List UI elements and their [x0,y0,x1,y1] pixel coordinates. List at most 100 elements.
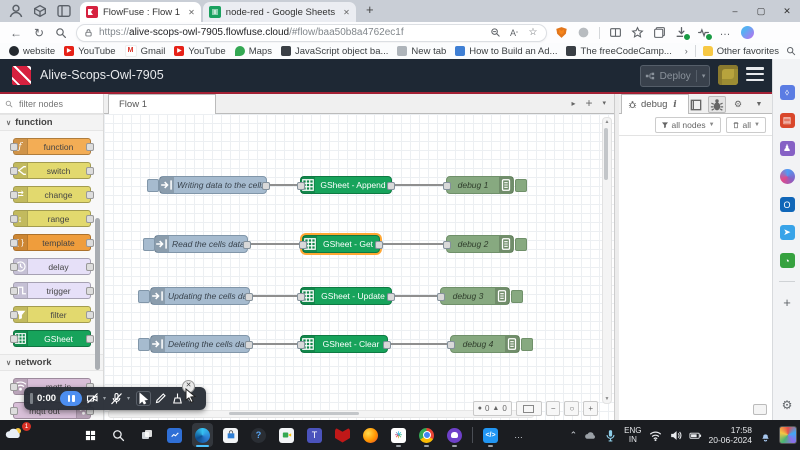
inject-node[interactable]: Deleting the cells data [150,335,253,353]
favorite-star-icon[interactable]: ☆ [528,26,538,38]
bookmark-4[interactable]: ▶ YouTube [174,46,226,57]
status-counts[interactable]: ● 0 ▲ 0 [472,401,512,416]
back-icon[interactable]: ← [10,25,22,40]
tab-close-icon[interactable]: ✕ [188,7,195,17]
toolbox-icon[interactable]: ▤ [779,113,795,128]
recorder-drag-handle[interactable] [30,393,33,404]
palette-scrollbar[interactable] [95,218,100,370]
deploy-menu-icon[interactable]: ▾ [695,70,705,82]
camera-menu-icon[interactable]: ▾ [103,396,107,402]
gsheet-node[interactable]: GSheet - Append [297,176,395,194]
tab-actions-icon[interactable] [56,3,72,19]
designer-icon[interactable]: ◔ [779,253,795,268]
gsheet-node[interactable]: GSheet - Update [297,287,395,305]
tab-flow-1[interactable]: Flow 1 [108,94,216,114]
notifications-bell-icon[interactable] [759,429,772,442]
debug-icon[interactable] [708,96,726,113]
debug-node[interactable]: debug 2 [443,235,514,253]
canvas-vertical-scrollbar[interactable]: ▲ ▼ [602,117,612,404]
refresh-icon[interactable]: ↻ [33,25,45,40]
recorder-app-icon[interactable] [779,426,797,444]
taskbar-mcafee-icon[interactable] [332,423,353,447]
battery-icon[interactable] [688,429,702,442]
navigator-button[interactable] [515,401,542,416]
new-tab-button[interactable]: + [366,2,374,17]
bookmark-6[interactable]: JavaScript object ba... [280,46,388,57]
taskbar-vscode-icon[interactable]: </> [480,423,501,447]
taskbar-start-icon[interactable] [80,423,101,447]
palette-search[interactable] [0,94,103,114]
palette-category-network[interactable]: ∨ network [0,354,103,371]
volume-icon[interactable] [669,429,682,442]
taskbar-camera-icon[interactable] [276,423,297,447]
palette-node-change[interactable]: ⇄ change [9,186,94,203]
close-recorder-button[interactable]: ✕ [182,380,195,393]
pause-button[interactable] [60,391,83,406]
taskbar-github-icon[interactable] [444,423,465,447]
zoom-icon[interactable] [490,27,501,38]
palette-node-switch[interactable]: switch [9,162,94,179]
debug-node[interactable]: debug 3 [437,287,510,305]
deploy-button[interactable]: Deploy ▾ [640,65,710,87]
read-aloud-icon[interactable]: A” [509,27,518,38]
zoom-reset-button[interactable]: ○ [564,401,580,416]
drop-icon[interactable]: ➤ [779,225,795,240]
bookmark-5[interactable]: Maps [234,46,272,57]
bookmark-9[interactable]: The freeCodeCamp... [566,46,672,57]
taskbar-slack-icon[interactable]: ✳ [388,423,409,447]
extension-icon[interactable] [577,26,590,39]
taskbar-firefox-icon[interactable] [360,423,381,447]
wifi-icon[interactable] [649,429,662,442]
home-search-icon[interactable] [55,27,67,39]
clock[interactable]: 17:58 20-06-2024 [708,425,752,445]
keyboard-shortcuts-icon[interactable] [753,404,767,415]
debug-toggle-button[interactable] [515,238,527,251]
palette-node-GSheet[interactable]: GSheet [9,330,94,347]
maximize-icon[interactable]: ▢ [756,5,766,16]
info-icon[interactable]: i [673,99,677,110]
essentials-icon[interactable] [697,26,713,41]
sidebar-menu-icon[interactable]: ▼ [755,101,763,108]
config-icon[interactable]: ⚙ [733,99,743,109]
taskbar-more-icon[interactable]: … [514,430,523,440]
close-icon[interactable]: ✕ [783,5,791,16]
camera-off-icon[interactable] [86,392,99,405]
taskbar-taskview-icon[interactable] [136,423,157,447]
palette-node-range[interactable]: ↕ range [9,210,94,227]
palette-node-function[interactable]: ƒ function [9,138,94,155]
tab-close-icon[interactable]: ✕ [343,7,350,17]
zoom-out-button[interactable]: − [545,401,561,416]
flow-canvas[interactable]: Writing data to the cells GSheet - Append… [104,114,614,420]
bookmark-1[interactable]: website [9,46,55,57]
bookmark-2[interactable]: ▶ YouTube [64,46,116,57]
inject-node[interactable]: Read the cells data [154,235,251,253]
palette-node-trigger[interactable]: trigger [9,282,94,299]
debug-toggle-button[interactable] [511,290,523,303]
flows-menu-icon[interactable]: ▾ [602,100,606,107]
tray-overflow-icon[interactable]: ⌃ [569,429,578,440]
browser-tab-2[interactable]: node-red - Google Sheets ✕ [202,2,356,22]
flowfuse-logo[interactable] [12,66,31,85]
workspaces-icon[interactable] [32,3,48,19]
tab-debug[interactable]: debug [621,94,689,114]
outlook-icon[interactable]: O [779,197,795,212]
minimize-icon[interactable]: – [732,6,738,16]
inject-node[interactable]: Writing data to the cells [159,176,270,194]
palette-search-input[interactable] [17,97,91,110]
taskbar-teams-icon[interactable]: T [304,423,325,447]
inject-button[interactable] [138,338,150,351]
add-flow-icon[interactable]: + [585,96,593,110]
shopping-icon[interactable]: ⬨ [779,85,795,100]
microphone-icon[interactable] [604,429,617,442]
debug-toggle-button[interactable] [521,338,533,351]
bookmarks-overflow-icon[interactable]: › [684,46,688,56]
debug-node[interactable]: debug 4 [447,335,520,353]
palette-category-function[interactable]: ∨ function [0,114,103,131]
search-bookmarks-icon[interactable] [786,46,796,56]
rail-settings-icon[interactable]: ⚙ [781,398,793,412]
copilot-icon[interactable] [741,26,754,39]
browser-tab-1[interactable]: FlowFuse : Flow 1 ✕ [80,2,201,22]
palette-node-delay[interactable]: delay [9,258,94,275]
more-icon[interactable]: … [719,26,732,38]
pen-tool-icon[interactable] [154,392,167,405]
